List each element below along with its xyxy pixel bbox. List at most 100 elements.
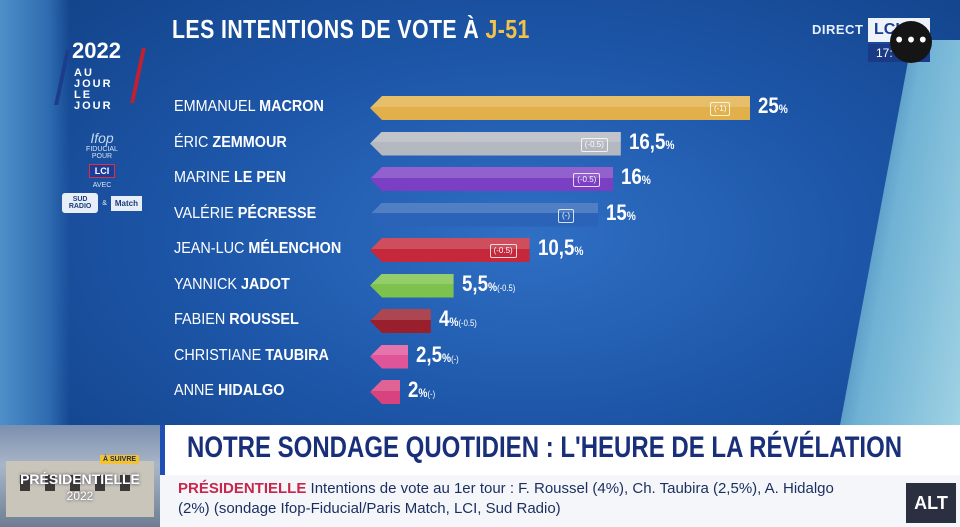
bar-shine [370, 273, 454, 285]
ticker-headline-box: NOTRE SONDAGE QUOTIDIEN : L'HEURE DE LA … [160, 425, 960, 475]
building-window [70, 475, 80, 491]
logo-year: 2022 [72, 38, 121, 63]
title-day-count: J-51 [485, 14, 530, 44]
bar [370, 380, 401, 404]
candidate-last-name: ZEMMOUR [212, 133, 287, 151]
change-label: (-1) [710, 102, 731, 116]
bar-shine [370, 380, 401, 391]
candidate-name: VALÉRIE PÉCRESSE [174, 199, 345, 229]
election-logo: 2022 AU JOUR LE JOUR [54, 38, 146, 128]
change-label: (-) [451, 353, 459, 364]
candidate-first-name: CHRISTIANE [174, 346, 266, 364]
candidate-first-name: ÉRIC [174, 133, 213, 151]
change-label: (-0.5) [458, 318, 477, 328]
value-number: 2 [408, 377, 419, 402]
sponsor-avec: AVEC [92, 182, 112, 189]
value-label: 2%(-) [408, 377, 435, 407]
candidate-last-name: ROUSSEL [229, 311, 299, 328]
value-unit: % [418, 386, 428, 400]
logo-line2: LE JOUR [74, 89, 113, 112]
value-number: 16 [621, 164, 642, 189]
thumb-title: PRÉSIDENTIELLE [20, 471, 140, 487]
paris-match-logo: Match [110, 195, 142, 211]
value-unit: % [626, 208, 636, 223]
alt-badge: ALT [906, 483, 956, 523]
background-glass-left [0, 0, 70, 430]
building-window [45, 475, 55, 491]
candidate-name: CHRISTIANE TAUBIRA [174, 341, 345, 371]
bar-shine [370, 238, 530, 249]
value-unit: % [442, 350, 452, 365]
value-unit: % [449, 315, 459, 329]
building-window [20, 475, 30, 491]
bar [370, 238, 530, 262]
candidate-last-name: HIDALGO [218, 382, 285, 399]
value-label: 15% [606, 200, 636, 230]
candidate-last-name: MACRON [259, 98, 324, 115]
candidate-first-name: MARINE [174, 169, 235, 186]
ticker-headline: NOTRE SONDAGE QUOTIDIEN : L'HEURE DE LA … [187, 431, 903, 464]
candidate-name: JEAN-LUC MÉLENCHON [174, 234, 345, 264]
bar [370, 96, 750, 120]
candidate-name: FABIEN ROUSSEL [174, 305, 345, 335]
bar-shine [370, 344, 408, 356]
sponsor-pour: POUR [91, 153, 113, 160]
candidate-first-name: EMMANUEL [174, 98, 260, 115]
value-label: 2,5%(-) [416, 342, 459, 372]
change-label: (-0.5) [573, 173, 601, 187]
bar [370, 309, 431, 333]
value-label: 25% [758, 93, 788, 123]
logo-line1: AU JOUR [74, 67, 113, 90]
value-number: 10,5 [537, 235, 574, 260]
candidate-first-name: ANNE [174, 382, 219, 399]
candidate-first-name: JEAN-LUC [174, 240, 249, 257]
candidate-last-name: LE PEN [234, 169, 287, 186]
bar-shine [370, 96, 750, 107]
bar-shine [370, 309, 431, 320]
background-glass-right [840, 40, 960, 425]
bar [370, 273, 454, 298]
bar-shine [370, 202, 598, 214]
value-label: 16% [621, 164, 651, 194]
candidate-last-name: JADOT [240, 275, 290, 293]
change-label: (-0.5) [489, 244, 517, 258]
value-unit: % [573, 244, 584, 258]
ticker-text: Intentions de vote au 1er tour : F. Rous… [178, 480, 834, 517]
value-unit: % [487, 279, 497, 294]
candidate-last-name: MÉLENCHON [248, 240, 342, 257]
value-label: 4%(-0.5) [439, 306, 477, 336]
chart-title: LES INTENTIONS DE VOTE À J-51 [172, 14, 530, 45]
candidate-first-name: VALÉRIE [174, 204, 238, 222]
candidate-first-name: YANNICK [174, 275, 241, 293]
value-number: 25 [758, 93, 779, 118]
title-text: LES INTENTIONS DE VOTE À [172, 14, 480, 44]
sponsor-logos: Ifop FIDUCIAL POUR LCI AVEC SUD RADIO & … [62, 130, 142, 213]
bar [370, 167, 614, 191]
value-number: 15 [606, 199, 627, 225]
lci-small-logo: LCI [88, 164, 116, 178]
value-label: 5,5%(-0.5) [462, 271, 515, 301]
ticker-tag: PRÉSIDENTIELLE [178, 480, 307, 497]
value-number: 16,5 [628, 128, 666, 154]
change-label: (-) [558, 208, 574, 223]
candidate-name: MARINE LE PEN [174, 163, 345, 193]
ifop-logo: Ifop [90, 130, 114, 146]
value-number: 4 [438, 306, 450, 331]
more-options-button[interactable]: ••• [890, 21, 932, 63]
ticker-subtext: PRÉSIDENTIELLE Intentions de vote au 1er… [178, 479, 868, 519]
change-label: (-) [427, 389, 436, 399]
logo-subtitle: AU JOUR LE JOUR [74, 68, 134, 112]
value-unit: % [778, 102, 788, 116]
candidate-name: ANNE HIDALGO [174, 376, 345, 406]
value-unit: % [641, 173, 652, 187]
bar [370, 344, 408, 369]
building-window [95, 475, 105, 491]
news-ticker: À SUIVRE PRÉSIDENTIELLE 2022 NOTRE SONDA… [0, 425, 960, 527]
bar-shine [370, 167, 614, 178]
bar-shine [370, 131, 621, 143]
value-number: 5,5 [461, 270, 488, 296]
candidate-name: ÉRIC ZEMMOUR [174, 128, 345, 158]
ticker-thumbnail: À SUIVRE PRÉSIDENTIELLE 2022 [0, 425, 160, 527]
live-label: DIRECT [812, 22, 864, 37]
